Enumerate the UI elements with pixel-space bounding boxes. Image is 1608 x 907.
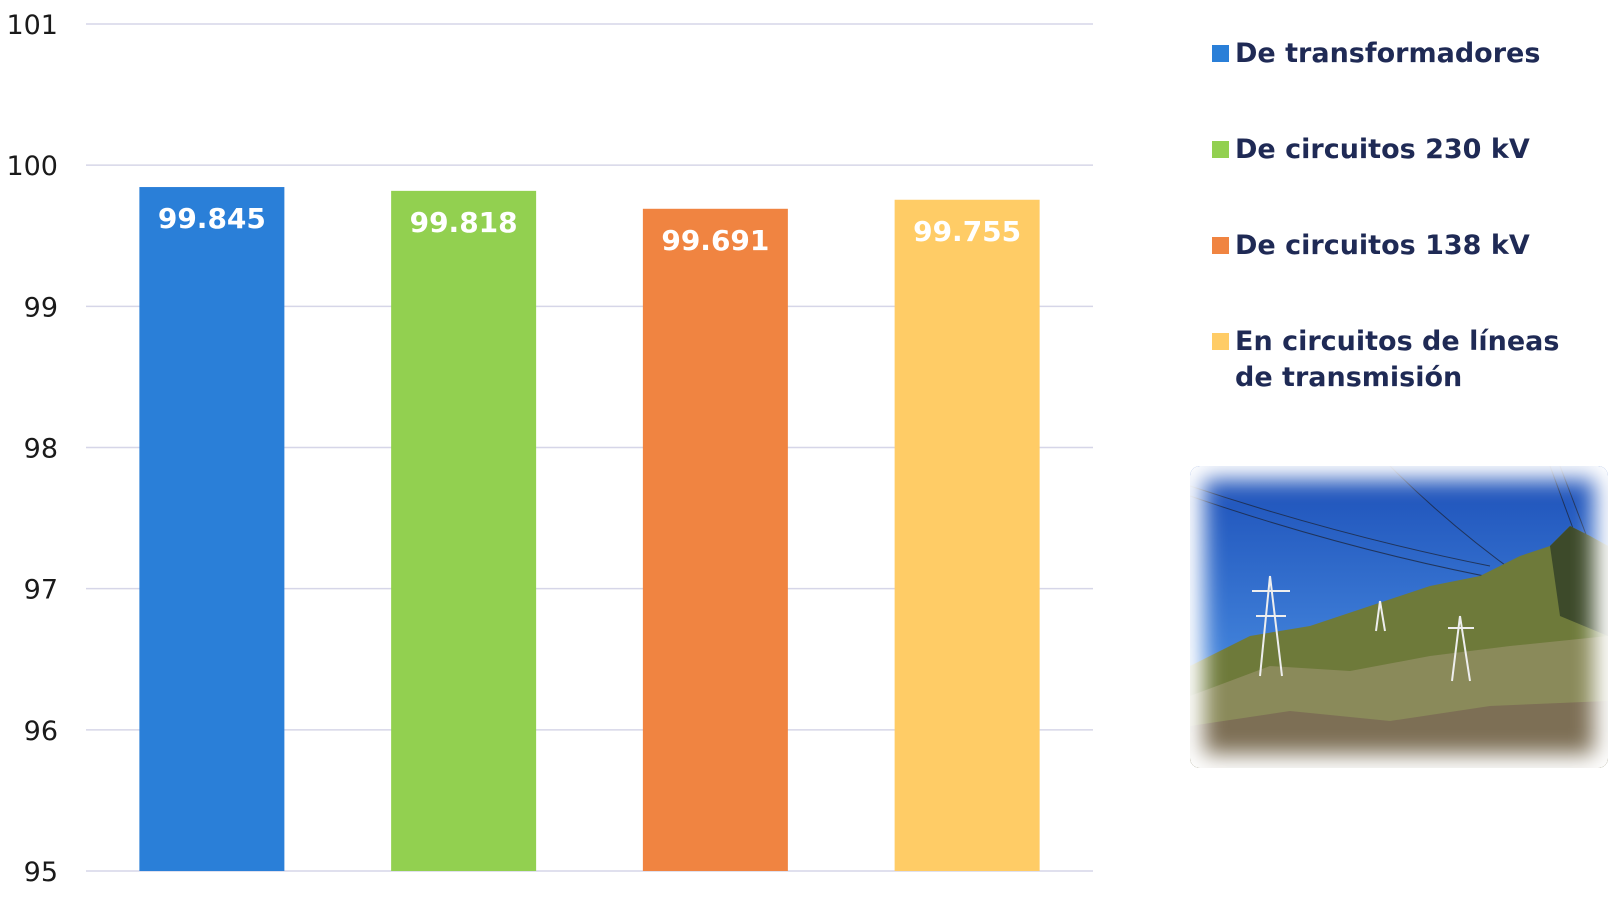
bar-chart: 95 96 97 98 99 100 101 99.845 99.818 99.691 99.755 — [6, 10, 1093, 888]
legend-item-230kv: De circuitos 230 kV — [1212, 132, 1595, 168]
legend-label: De circuitos 138 kV — [1235, 230, 1530, 261]
bar-value-label: 99.845 — [158, 202, 266, 235]
y-tick-label: 98 — [24, 434, 58, 465]
legend-label: De transformadores — [1235, 38, 1541, 69]
y-tick-label: 101 — [6, 10, 58, 41]
legend-item-lineas: En circuitos de líneas de transmisión — [1212, 324, 1595, 396]
bar — [642, 208, 788, 871]
bar — [139, 187, 285, 872]
legend-swatch-blue — [1212, 45, 1229, 62]
bar — [894, 199, 1040, 871]
y-tick-label: 99 — [24, 292, 58, 323]
bar — [391, 190, 537, 871]
transmission-towers-photo — [1190, 466, 1608, 768]
y-tick-label: 100 — [6, 151, 58, 182]
legend-label: En circuitos de líneas de transmisión — [1235, 326, 1560, 393]
y-tick-label: 95 — [24, 857, 58, 888]
legend-item-transformadores: De transformadores — [1212, 36, 1595, 72]
legend-item-138kv: De circuitos 138 kV — [1212, 228, 1595, 264]
y-tick-label: 97 — [24, 575, 58, 606]
legend-swatch-yellow — [1212, 333, 1229, 350]
legend-swatch-green — [1212, 141, 1229, 158]
bar-value-label: 99.755 — [913, 215, 1021, 248]
bar-value-label: 99.818 — [410, 206, 518, 239]
bar-value-label: 99.691 — [661, 224, 769, 257]
y-tick-label: 96 — [24, 716, 58, 747]
legend-label: De circuitos 230 kV — [1235, 134, 1530, 165]
legend-swatch-orange — [1212, 237, 1229, 254]
